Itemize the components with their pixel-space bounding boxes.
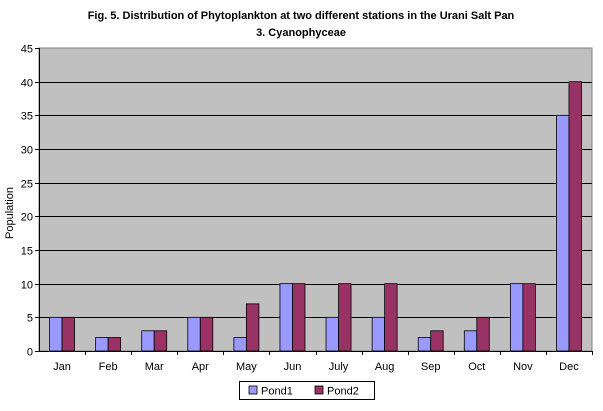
legend-label-pond2: Pond2 (327, 386, 359, 398)
bar-pond1-mar (141, 330, 155, 352)
y-tick-label: 40 (21, 78, 33, 90)
chart-title: Fig. 5. Distribution of Phytoplankton at… (88, 10, 515, 22)
bar-pond1-jun (279, 283, 293, 352)
x-tick-label: Jun (284, 361, 302, 373)
bar-pond2-july (338, 283, 352, 352)
x-tick-label: Mar (145, 361, 164, 373)
plot-background (38, 47, 593, 352)
x-tick-label: Aug (375, 361, 395, 373)
y-tick-label: 25 (21, 179, 33, 191)
legend-label-pond1: Pond1 (261, 386, 293, 398)
bar-pond2-jan (61, 316, 75, 352)
y-tick-label: 30 (21, 145, 33, 157)
x-tick-label: Nov (513, 361, 533, 373)
x-tick-label: Apr (192, 361, 209, 373)
chart-subtitle: 3. Cyanophyceae (256, 27, 346, 39)
bar-pond2-feb (107, 337, 122, 352)
bar-pond1-feb (95, 337, 109, 352)
bar-pond2-apr (199, 316, 214, 352)
x-tick-label: July (329, 361, 349, 373)
bar-pond2-oct (476, 316, 490, 352)
x-tick-label: Feb (99, 361, 118, 373)
bar-pond2-sep (430, 330, 444, 352)
legend-swatch-pond1 (248, 385, 258, 395)
x-tick-label: Dec (559, 361, 579, 373)
bar-pond1-dec (556, 114, 570, 352)
y-axis-label: Population (4, 187, 16, 239)
bar-pond1-jan (49, 316, 63, 352)
bar-pond1-aug (371, 316, 386, 352)
plot-area: 0 5 10 15 20 25 30 35 40 45 Jan Feb Mar Apr May Jun July… (21, 44, 593, 373)
bar-pond2-may (245, 303, 260, 352)
bar-pond1-may (233, 337, 247, 352)
bar-pond1-sep (417, 337, 432, 352)
bar-pond1-oct (463, 330, 478, 352)
x-tick-label: Sep (421, 361, 441, 373)
bar-pond2-mar (153, 330, 168, 352)
x-tick-label: Jan (53, 361, 71, 373)
bar-pond1-nov (509, 283, 524, 352)
y-tick-label: 20 (21, 212, 33, 224)
legend: Pond1 Pond2 (239, 381, 375, 400)
x-tick-label: Oct (468, 361, 485, 373)
legend-swatch-pond2 (314, 385, 324, 395)
bar-pond1-apr (187, 316, 201, 352)
bar-pond1-july (325, 316, 339, 352)
y-tick-label: 15 (21, 246, 33, 258)
y-tick-label: 5 (27, 313, 33, 325)
y-tick-label: 35 (21, 111, 33, 123)
x-tick-label: May (236, 361, 257, 373)
bar-pond2-dec (568, 81, 582, 352)
y-tick-label: 10 (21, 280, 33, 292)
legend-box (239, 381, 375, 400)
y-tick-label: 45 (21, 44, 33, 56)
bar-pond2-jun (292, 283, 306, 352)
y-tick-label: 0 (27, 347, 33, 359)
bar-pond2-nov (522, 283, 536, 352)
bar-pond2-aug (384, 283, 398, 352)
